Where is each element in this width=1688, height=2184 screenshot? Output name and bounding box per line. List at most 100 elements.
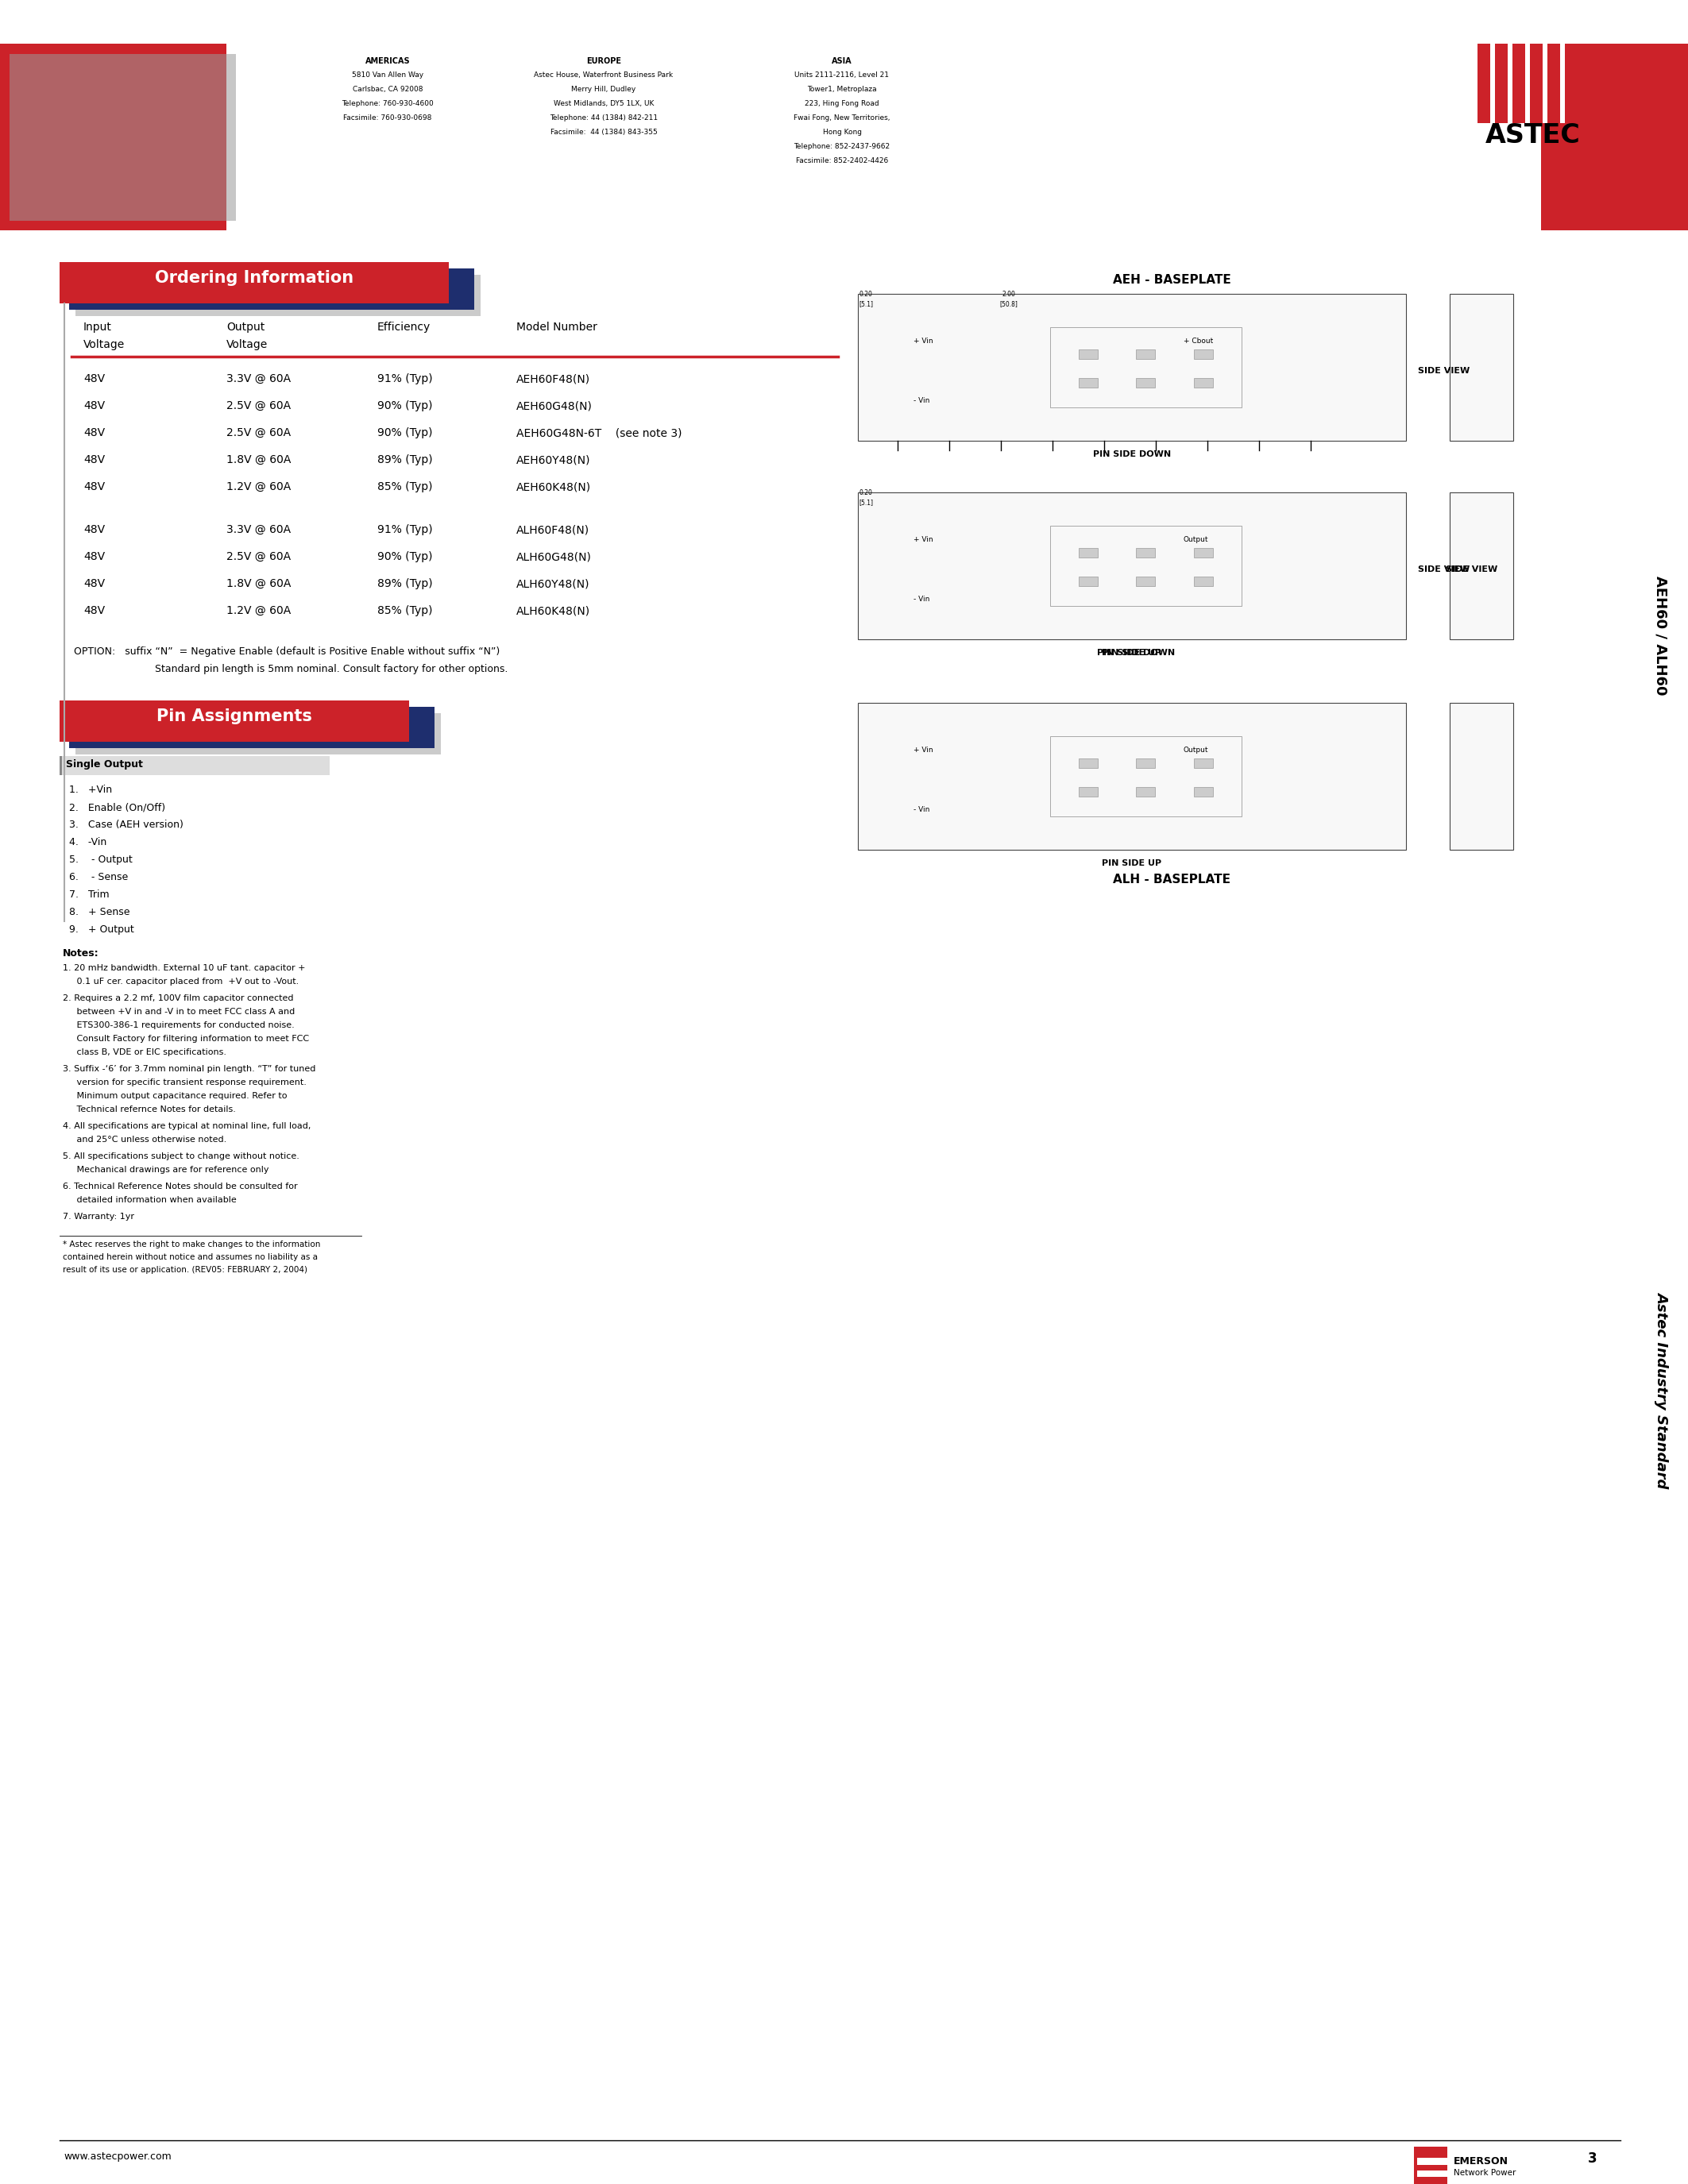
Bar [858,491,1406,640]
Text: 91% (Typ): 91% (Typ) [378,373,432,384]
Text: Pin Assignments: Pin Assignments [157,708,312,725]
Text: class B, VDE or EIC specifications.: class B, VDE or EIC specifications. [62,1048,226,1057]
Text: - Vin: - Vin [913,806,930,812]
Bar [1193,349,1212,358]
Text: Minimum output capacitance required. Refer to: Minimum output capacitance required. Ref… [62,1092,287,1101]
Text: Ordering Information: Ordering Information [155,271,353,286]
Text: Carlsbac, CA 92008: Carlsbac, CA 92008 [353,85,422,94]
Text: 2.5V @ 60A: 2.5V @ 60A [226,550,290,561]
Text: 85% (Typ): 85% (Typ) [378,605,432,616]
Text: ASIA: ASIA [832,57,852,66]
Text: * Astec reserves the right to make changes to the information: * Astec reserves the right to make chang… [62,1241,321,1249]
Bar [1415,2147,1447,2184]
Text: Telephone: 44 (1384) 842-211: Telephone: 44 (1384) 842-211 [550,114,658,122]
Bar [1496,44,1507,122]
Text: 2. Requires a 2.2 mf, 100V film capacitor connected: 2. Requires a 2.2 mf, 100V film capacito… [62,994,294,1002]
Text: 48V: 48V [83,579,105,590]
Text: between +V in and -V in to meet FCC class A and: between +V in and -V in to meet FCC clas… [62,1007,295,1016]
Text: + Vin: + Vin [913,339,933,345]
Text: AEH60 / ALH60: AEH60 / ALH60 [1653,577,1668,695]
Bar [1543,44,1548,122]
Text: + Cbout: + Cbout [1183,339,1214,345]
Bar [1418,2158,1447,2164]
Bar [1548,44,1560,122]
Text: 48V: 48V [83,480,105,491]
Text: ALH60F48(N): ALH60F48(N) [517,524,589,535]
Text: Network Power: Network Power [1453,2169,1516,2177]
Text: 48V: 48V [83,550,105,561]
Text: Technical refernce Notes for details.: Technical refernce Notes for details. [62,1105,236,1114]
Text: Output: Output [1183,535,1209,544]
Bar [1079,786,1097,797]
Bar [1079,349,1097,358]
Text: AEH - BASEPLATE: AEH - BASEPLATE [1112,273,1231,286]
Text: West Midlands, DY5 1LX, UK: West Midlands, DY5 1LX, UK [554,100,653,107]
Text: 91% (Typ): 91% (Typ) [378,524,432,535]
Bar [1512,44,1526,122]
Text: 5. All specifications subject to change without notice.: 5. All specifications subject to change … [62,1153,299,1160]
Bar [1450,491,1512,640]
Text: + Vin: + Vin [913,747,933,753]
Text: ALH60G48(N): ALH60G48(N) [517,550,592,561]
Bar [1418,2171,1447,2177]
Bar [1450,295,1512,441]
Bar [1079,577,1097,585]
Text: [50.8]: [50.8] [999,299,1018,308]
Text: 1. 20 mHz bandwidth. External 10 uF tant. capacitor +: 1. 20 mHz bandwidth. External 10 uF tant… [62,963,306,972]
Bar [59,701,408,743]
Text: Output: Output [226,321,265,332]
Text: Mechanical drawings are for reference only: Mechanical drawings are for reference on… [62,1166,268,1173]
Bar [858,703,1406,850]
Text: 5810 Van Allen Way: 5810 Van Allen Way [351,72,424,79]
Text: ETS300-386-1 requirements for conducted noise.: ETS300-386-1 requirements for conducted … [62,1022,294,1029]
Bar [1193,786,1212,797]
Bar [1507,44,1512,122]
Text: - Vin: - Vin [913,397,930,404]
Bar [1050,328,1242,408]
Text: 6. Technical Reference Notes should be consulted for: 6. Technical Reference Notes should be c… [62,1182,297,1190]
Text: [5.1]: [5.1] [859,498,873,507]
Text: 48V: 48V [83,605,105,616]
Text: 89% (Typ): 89% (Typ) [378,579,432,590]
Text: 89% (Typ): 89% (Typ) [378,454,432,465]
Bar [1136,786,1155,797]
Text: 1.2V @ 60A: 1.2V @ 60A [226,480,290,491]
Text: PIN SIDE DOWN: PIN SIDE DOWN [1097,649,1175,657]
Text: 1.2V @ 60A: 1.2V @ 60A [226,605,290,616]
Text: 3.   Case (AEH version): 3. Case (AEH version) [69,819,184,830]
Text: - Vin: - Vin [913,596,930,603]
Text: 6.    - Sense: 6. - Sense [69,871,128,882]
Text: 223, Hing Fong Road: 223, Hing Fong Road [805,100,879,107]
Bar [1541,44,1688,229]
Text: PIN SIDE UP: PIN SIDE UP [1102,858,1161,867]
Text: 90% (Typ): 90% (Typ) [378,400,432,411]
Text: 1.8V @ 60A: 1.8V @ 60A [226,454,290,465]
Text: EMERSON: EMERSON [1453,2156,1509,2167]
Bar [858,295,1406,441]
Bar [1193,758,1212,769]
Bar [1632,229,1688,1422]
Text: Telephone: 760-930-4600: Telephone: 760-930-4600 [341,100,434,107]
Text: Facsimile: 852-2402-4426: Facsimile: 852-2402-4426 [795,157,888,164]
Text: EUROPE: EUROPE [586,57,621,66]
Text: 9.   + Output: 9. + Output [69,924,133,935]
Text: 8.   + Sense: 8. + Sense [69,906,130,917]
Bar [1529,44,1543,122]
Bar [1136,758,1155,769]
Text: Astec Industry Standard: Astec Industry Standard [1654,1291,1669,1487]
Text: 3.3V @ 60A: 3.3V @ 60A [226,373,290,384]
Bar [10,55,236,221]
Bar [76,275,481,317]
Text: version for specific transient response requirement.: version for specific transient response … [62,1079,307,1085]
Bar [1193,378,1212,387]
Text: 2.00: 2.00 [1003,290,1016,297]
Bar [1193,577,1212,585]
Text: 48V: 48V [83,428,105,439]
Text: AEH60K48(N): AEH60K48(N) [517,480,591,491]
Bar [1491,44,1496,122]
Text: 0.20: 0.20 [859,290,873,297]
Text: Voltage: Voltage [226,339,268,349]
Text: ALH60Y48(N): ALH60Y48(N) [517,579,589,590]
Text: Facsimile:  44 (1384) 843-355: Facsimile: 44 (1384) 843-355 [550,129,657,135]
Bar [69,269,474,310]
